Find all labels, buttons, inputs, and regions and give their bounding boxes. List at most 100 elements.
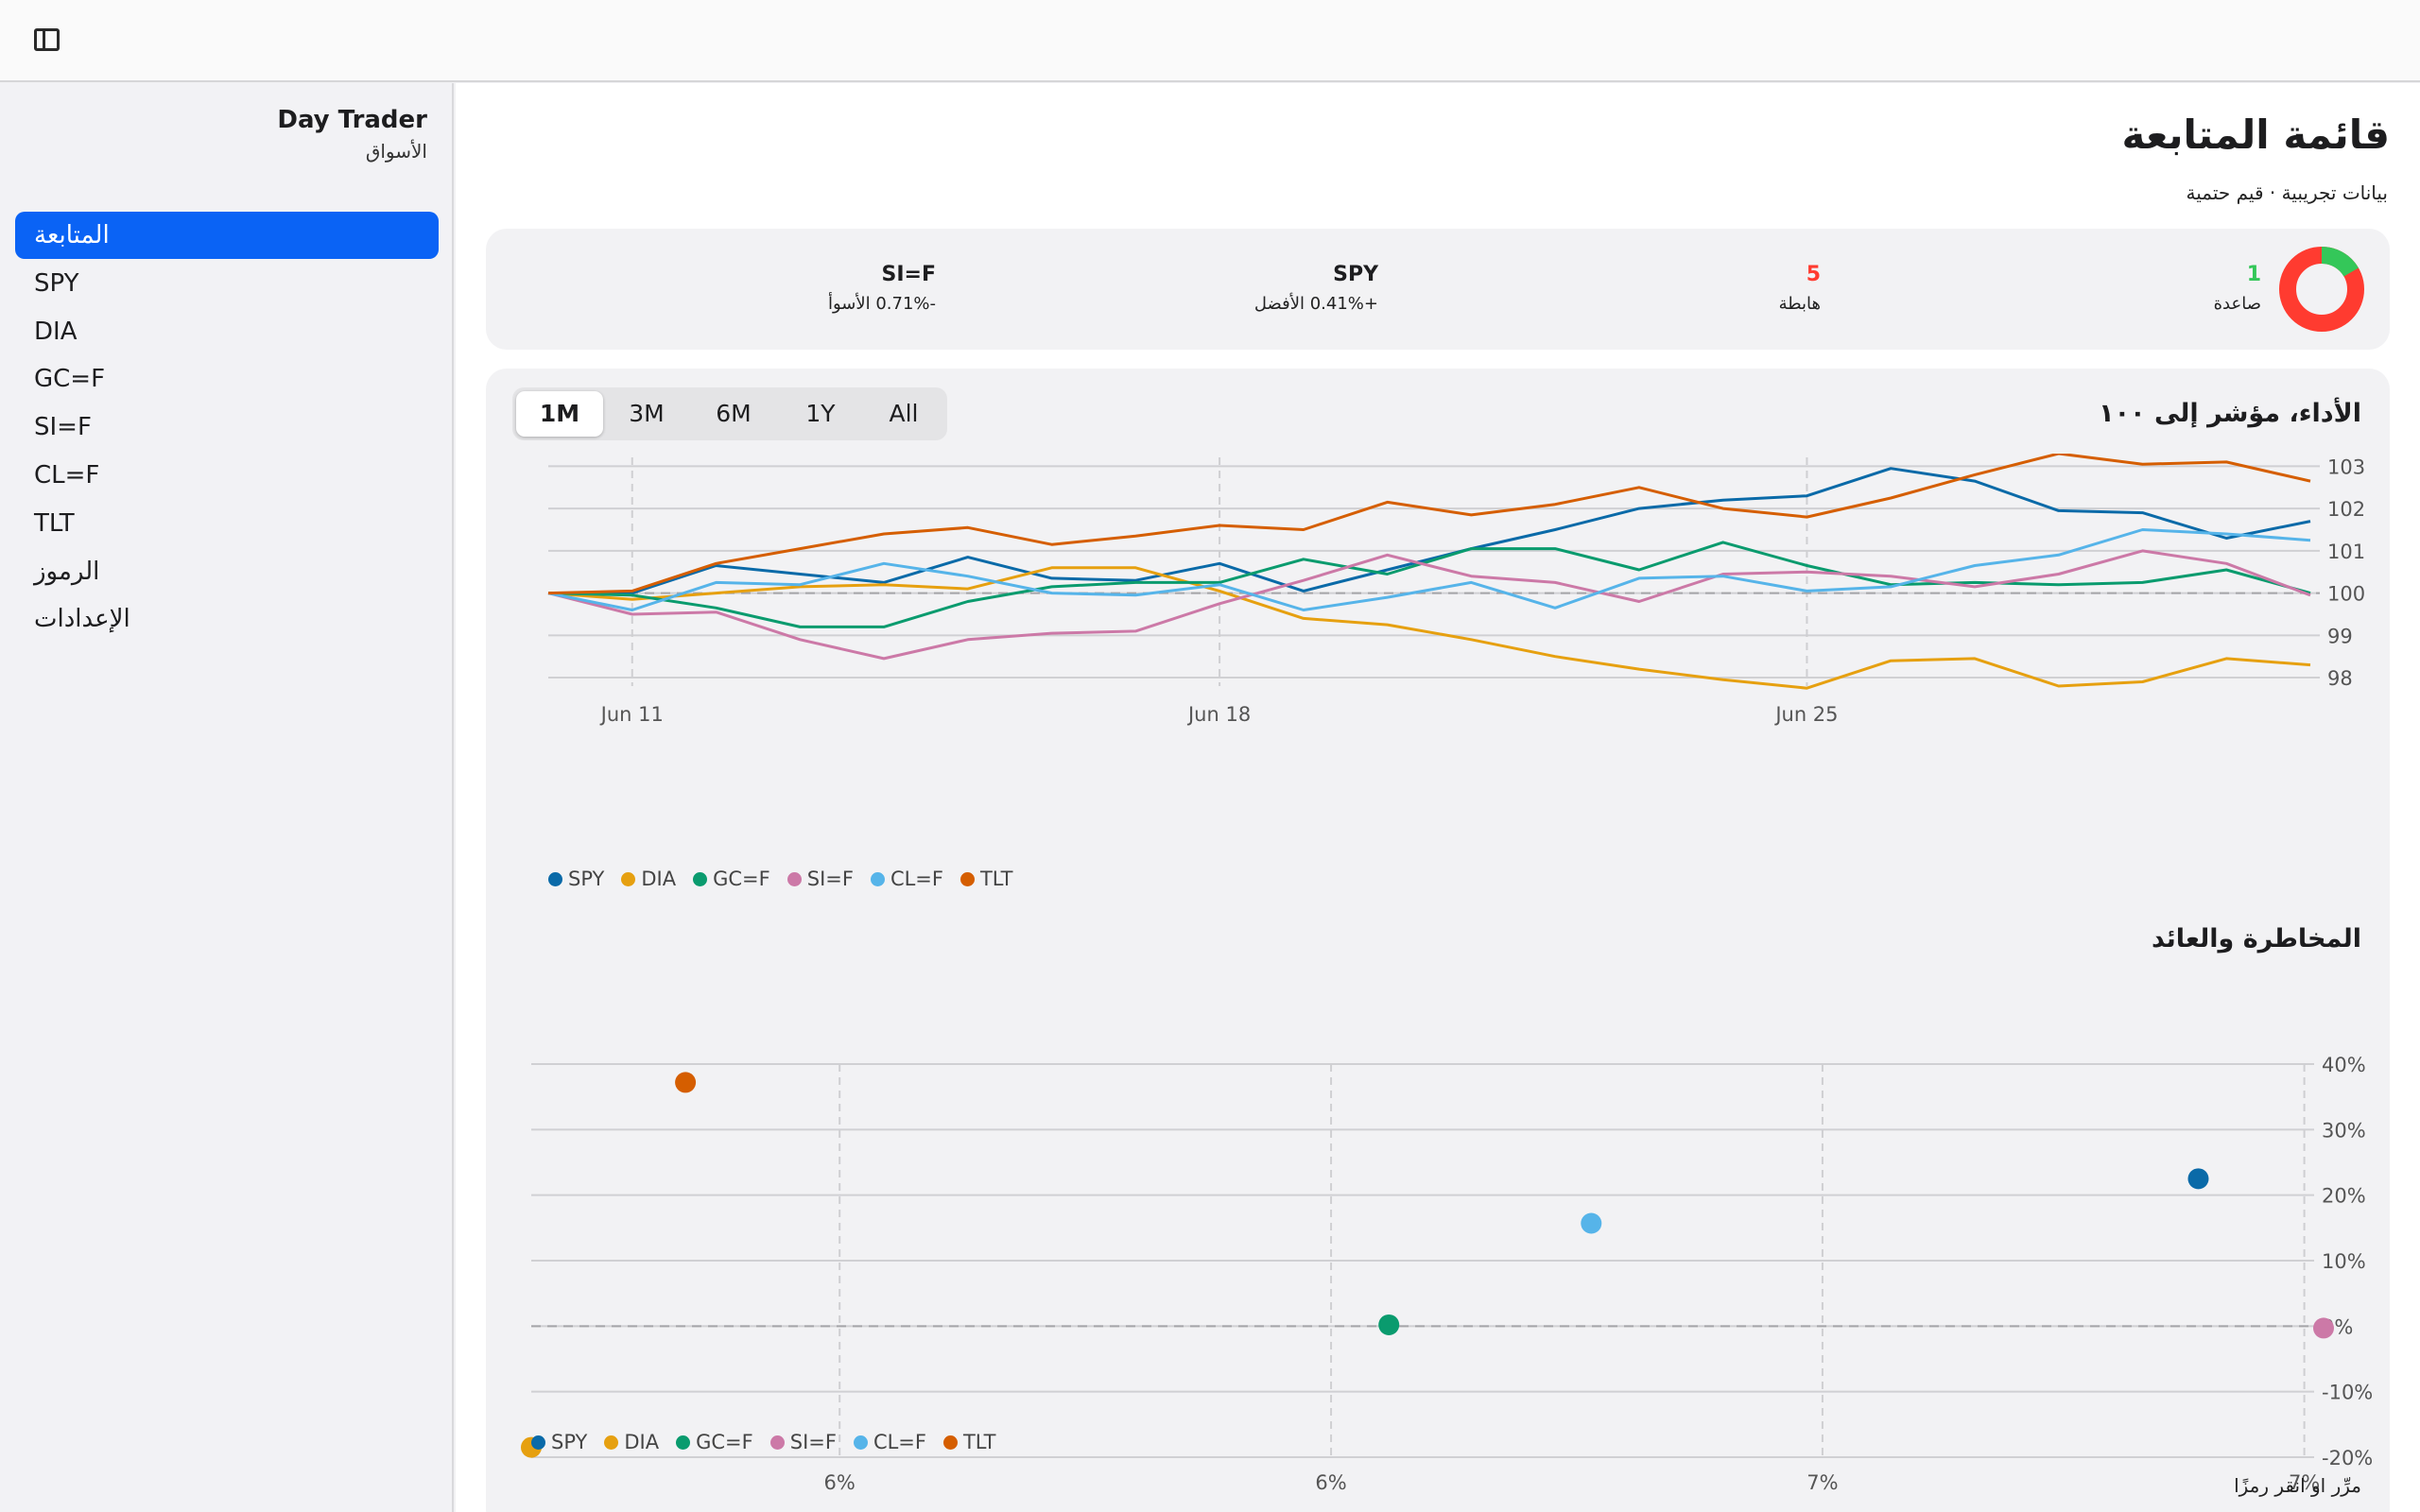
y-tick-label: 40% xyxy=(2322,1054,2366,1076)
sidebar-item-watchlist[interactable]: المتابعة xyxy=(15,212,439,259)
sidebar-item-clf[interactable]: CL=F xyxy=(34,460,100,490)
legend-item-dia[interactable]: DIA xyxy=(621,868,676,890)
range-option-1m[interactable]: 1M xyxy=(516,391,603,437)
risk-return-legend: SPY DIA GC=F SI=F CL=F TLT xyxy=(531,1431,995,1453)
down-count: 5 xyxy=(1806,263,1821,286)
x-tick-label: Jun 18 xyxy=(1187,703,1252,726)
legend-item-dia[interactable]: DIA xyxy=(604,1431,659,1453)
legend-label: DIA xyxy=(624,1431,660,1453)
y-tick-label: 99 xyxy=(2327,625,2353,647)
down-label: هابطة xyxy=(1778,294,1821,314)
worst-symbol: SI=F xyxy=(881,263,937,286)
legend-dot xyxy=(870,871,885,886)
main-content: قائمة المتابعة بيانات تجريبية · قيم حتمي… xyxy=(456,83,2420,1512)
legend-item-sif[interactable]: SI=F xyxy=(786,868,854,890)
legend-label: SI=F xyxy=(789,1431,837,1453)
series-line-tlt xyxy=(547,454,2311,595)
best-summary[interactable]: SPY +0.41% الأفضل xyxy=(1254,263,1378,314)
legend-item-sif[interactable]: SI=F xyxy=(769,1431,837,1453)
charts-panel: 1M 3M 6M 1Y All الأداء، مؤشر إلى ١٠٠ 98 9… xyxy=(486,369,2390,1512)
legend-dot xyxy=(676,1435,691,1450)
series-line-dia xyxy=(547,566,2311,690)
legend-item-spy[interactable]: SPY xyxy=(531,1431,587,1453)
legend-item-tlt[interactable]: TLT xyxy=(942,1431,996,1453)
series-line-spy xyxy=(548,467,2311,595)
y-tick-label: 98 xyxy=(2327,667,2353,690)
legend-item-clf[interactable]: CL=F xyxy=(870,868,943,890)
page-subtitle: بيانات تجريبية · قيم حتمية xyxy=(2186,181,2388,204)
page-title: قائمة المتابعة xyxy=(2121,112,2390,158)
title-bar xyxy=(0,0,2420,82)
y-tick-label: 101 xyxy=(2327,541,2365,563)
sidebar-item-sif[interactable]: SI=F xyxy=(34,413,92,442)
legend-label: TLT xyxy=(979,868,1013,890)
sidebar-item-gcf[interactable]: GC=F xyxy=(34,365,106,394)
legend-label: TLT xyxy=(962,1431,996,1453)
down-summary: 5 هابطة xyxy=(1779,263,1821,314)
up-down-donut-chart xyxy=(2279,247,2364,332)
legend-dot xyxy=(548,871,562,886)
app-section: الأسواق xyxy=(365,140,427,163)
scatter-point-sif xyxy=(2313,1317,2334,1339)
legend-dot xyxy=(531,1435,545,1450)
sidebar-nav: المتابعة SPY DIA GC=F SI=F CL=F TLT الرم… xyxy=(15,212,439,644)
range-option-all[interactable]: All xyxy=(889,400,919,427)
y-tick-label: -20% xyxy=(2322,1447,2373,1469)
sidebar-item-spy[interactable]: SPY xyxy=(34,268,79,298)
range-option-3m[interactable]: 3M xyxy=(629,400,665,427)
legend-item-clf[interactable]: CL=F xyxy=(853,1431,926,1453)
performance-line-chart[interactable]: 98 99 100 101 102 103 xyxy=(486,454,2390,690)
sidebar: Day Trader الأسواق المتابعة SPY DIA GC=F… xyxy=(0,83,454,1512)
series-line-clf xyxy=(547,528,2311,611)
scatter-point-tlt xyxy=(675,1072,697,1093)
up-count: 1 xyxy=(2246,263,2261,286)
series-line-gcf xyxy=(547,541,2311,628)
risk-return-scatter-chart[interactable]: 40%30%20%10%0%-10%-20%6% 6% 7% 7% xyxy=(486,1049,2390,1503)
best-label: +0.41% الأفضل xyxy=(1253,294,1378,314)
legend-dot xyxy=(786,871,802,886)
legend-label: GC=F xyxy=(696,1431,753,1453)
sidebar-item-tlt[interactable]: TLT xyxy=(34,508,75,538)
legend-label: GC=F xyxy=(713,868,770,890)
legend-label: CL=F xyxy=(873,1431,926,1453)
legend-dot xyxy=(853,1435,868,1450)
legend-dot xyxy=(621,871,636,886)
up-label: صاعدة xyxy=(2213,294,2261,314)
legend-dot xyxy=(959,871,975,886)
series-line-sif xyxy=(547,549,2311,661)
performance-chart-title: الأداء، مؤشر إلى ١٠٠ xyxy=(2099,399,2361,428)
legend-item-spy[interactable]: SPY xyxy=(548,868,604,890)
sidebar-item-symbols-label: الرموز xyxy=(34,557,100,586)
scatter-point-gcf xyxy=(1378,1314,1400,1335)
summary-card: 1 صاعدة 5 هابطة SPY +0.41% الأفضل SI=F -… xyxy=(486,229,2390,350)
legend-item-tlt[interactable]: TLT xyxy=(959,868,1013,890)
y-tick-label: 30% xyxy=(2322,1119,2366,1142)
x-tick-label: 6% xyxy=(1315,1471,1346,1494)
sidebar-item-symbols[interactable]: الرموز xyxy=(15,548,439,595)
y-tick-label: 20% xyxy=(2322,1185,2366,1208)
risk-return-chart-title: المخاطرة والعائد xyxy=(2152,924,2361,954)
range-option-1y[interactable]: 1Y xyxy=(805,400,836,427)
y-tick-label: 10% xyxy=(2322,1250,2366,1273)
sidebar-item-settings-label: الإعدادات xyxy=(34,605,130,634)
y-tick-label: -10% xyxy=(2322,1382,2373,1404)
y-tick-label: 103 xyxy=(2327,455,2365,478)
x-tick-label: 7% xyxy=(1806,1471,1838,1494)
legend-label: DIA xyxy=(641,868,677,890)
best-symbol: SPY xyxy=(1333,263,1378,286)
x-tick-label: 7% xyxy=(2289,1471,2320,1494)
x-axis-labels: Jun 11 Jun 18 Jun 25 xyxy=(486,703,2390,731)
sidebar-item-dia[interactable]: DIA xyxy=(34,317,78,346)
performance-legend: SPY DIA GC=F SI=F CL=F TLT xyxy=(548,868,1012,890)
scatter-point-spy xyxy=(2187,1168,2209,1190)
legend-item-gcf[interactable]: GC=F xyxy=(676,1431,753,1453)
sidebar-item-settings[interactable]: الإعدادات xyxy=(15,595,439,643)
x-tick-label: Jun 11 xyxy=(600,703,664,726)
worst-summary[interactable]: SI=F -0.71% الأسوأ xyxy=(828,263,936,314)
y-tick-label: 100 xyxy=(2327,583,2365,606)
sidebar-toggle-icon[interactable] xyxy=(34,28,60,51)
legend-dot xyxy=(604,1435,619,1450)
range-segmented-control: 1M 3M 6M 1Y All xyxy=(512,387,947,440)
legend-item-gcf[interactable]: GC=F xyxy=(693,868,770,890)
range-option-6m[interactable]: 6M xyxy=(716,400,752,427)
